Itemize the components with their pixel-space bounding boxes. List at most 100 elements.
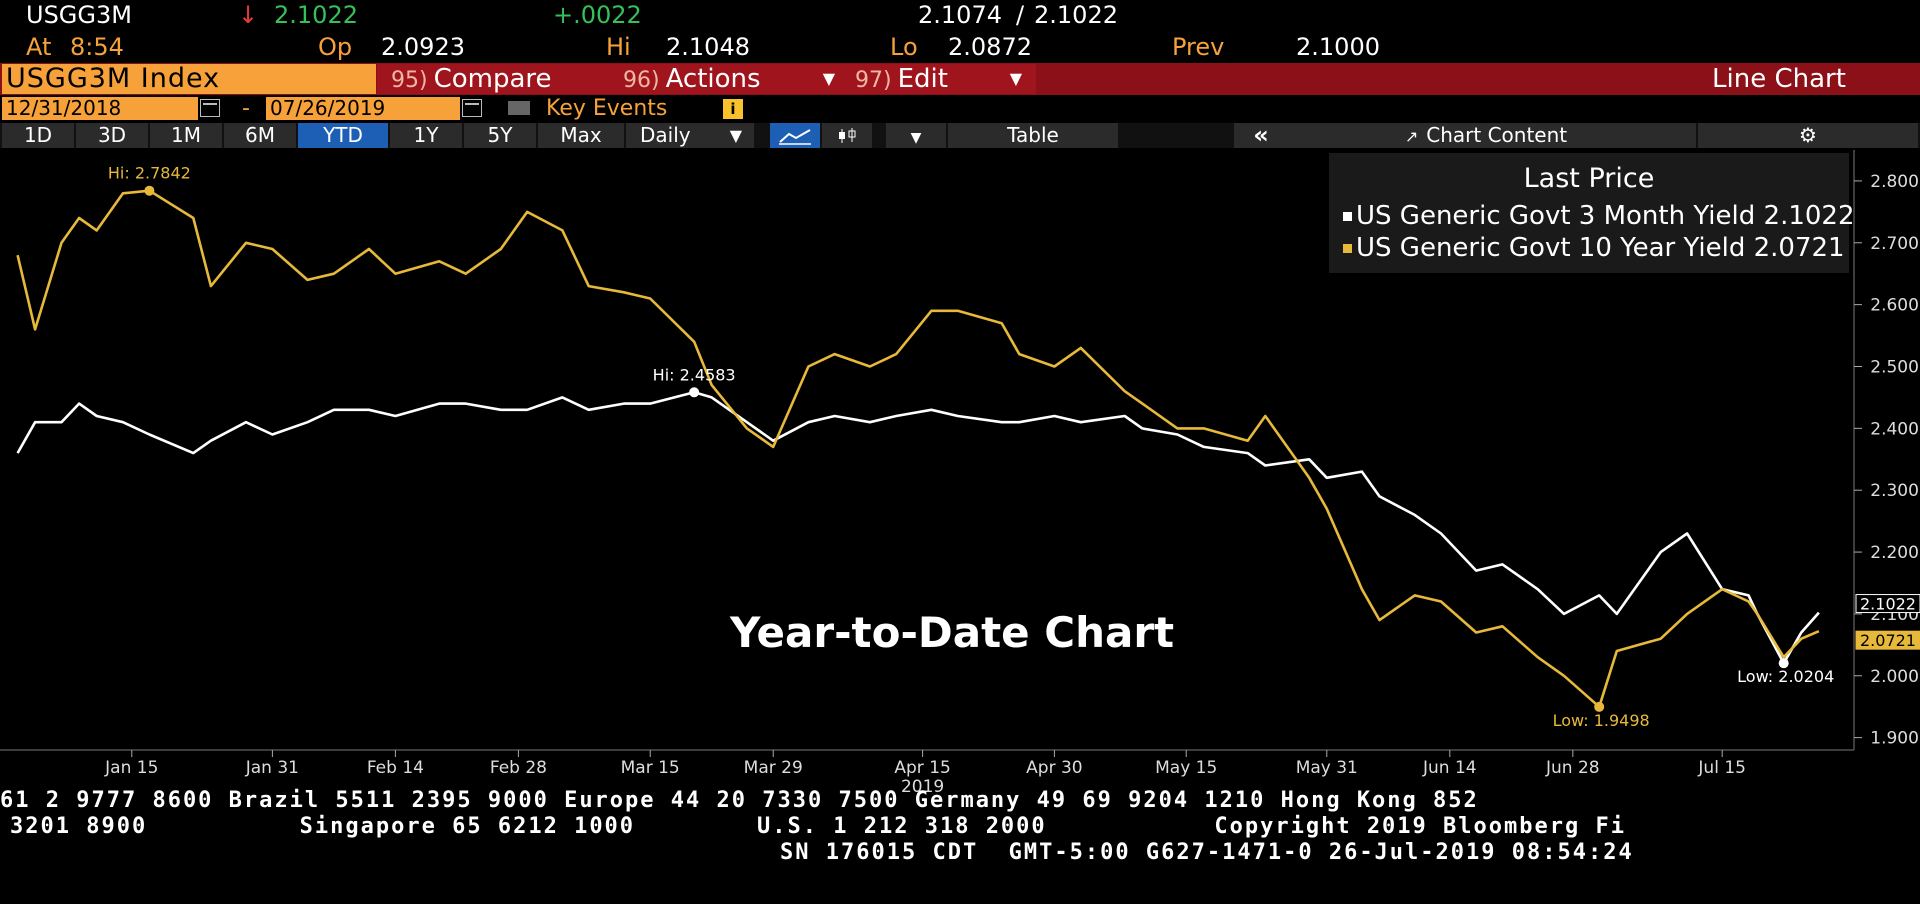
start-date-field[interactable]: 12/31/2018 bbox=[2, 97, 198, 120]
line-chart-icon[interactable] bbox=[770, 123, 820, 148]
low-marker bbox=[1594, 701, 1605, 712]
tab-max[interactable]: Max bbox=[538, 123, 624, 148]
legend-title: Last Price bbox=[1523, 163, 1655, 194]
chart-area: 1.90002.00002.10002.20002.30002.40002.50… bbox=[0, 150, 1920, 797]
series-10y-line bbox=[16, 189, 1820, 709]
high-label: Hi: 2.7842 bbox=[108, 164, 191, 183]
x-tick-label: Jun 28 bbox=[1545, 758, 1600, 778]
y-tick-label: 2.3000 bbox=[1870, 481, 1920, 501]
ask-price: 2.1022 bbox=[1034, 1, 1118, 29]
x-tick-label: Jun 14 bbox=[1422, 758, 1477, 778]
open-value: 2.0923 bbox=[381, 33, 465, 61]
legend-value-3m: 2.1022 bbox=[1763, 201, 1855, 231]
high-marker bbox=[689, 387, 700, 398]
x-year-label: 2019 bbox=[901, 777, 944, 797]
y-tick-label: 2.2000 bbox=[1870, 543, 1920, 563]
actions-number: 96) bbox=[623, 68, 660, 93]
y-tick-label: 2.0000 bbox=[1870, 667, 1920, 687]
last-value-tag bbox=[1855, 594, 1920, 614]
legend-value-10y: 2.0721 bbox=[1753, 233, 1845, 263]
series-3m-line bbox=[16, 391, 1820, 665]
edit-number: 97) bbox=[855, 68, 892, 93]
last-price: 2.1022 bbox=[274, 1, 358, 29]
bid-price: 2.1074 bbox=[918, 1, 1002, 29]
security-field[interactable]: USGG3M Index bbox=[2, 64, 376, 94]
frequency-dropdown-icon: ▼ bbox=[729, 126, 742, 145]
overlay-caption: Year-to-Date Chart bbox=[730, 608, 1175, 657]
chart-style-dropdown-icon[interactable]: ▼ bbox=[886, 123, 946, 148]
compare-label: Compare bbox=[433, 64, 552, 94]
y-tick-label: 2.7000 bbox=[1870, 234, 1920, 254]
footer-line-3: SN 176015 CDT GMT-5:00 G627-1471-0 26-Ju… bbox=[780, 840, 1634, 865]
edit-dropdown-icon: ▼ bbox=[1009, 69, 1022, 88]
y-tick-label: 2.5000 bbox=[1870, 357, 1920, 377]
high-marker bbox=[144, 185, 155, 196]
end-calendar-icon[interactable] bbox=[462, 99, 482, 117]
legend-label-3m: US Generic Govt 3 Month Yield bbox=[1356, 201, 1756, 231]
tab-3d[interactable]: 3D bbox=[76, 123, 148, 148]
y-tick-label: 1.9000 bbox=[1870, 729, 1920, 749]
x-tick-label: Jul 15 bbox=[1697, 758, 1746, 778]
actions-dropdown-icon: ▼ bbox=[822, 69, 835, 88]
y-tick-label: 2.6000 bbox=[1870, 296, 1920, 316]
chart-content-icon: ↗ bbox=[1404, 127, 1419, 146]
legend-swatch-10y bbox=[1343, 244, 1352, 253]
end-date-field[interactable]: 07/26/2019 bbox=[266, 97, 460, 120]
table-button[interactable]: Table bbox=[948, 123, 1118, 148]
tab-1d[interactable]: 1D bbox=[2, 123, 74, 148]
time-value: 8:54 bbox=[70, 33, 124, 61]
date-range-dash: - bbox=[242, 96, 250, 121]
y-tick-label: 2.8000 bbox=[1870, 172, 1920, 192]
chart-legend: Last Price US Generic Govt 3 Month Yield… bbox=[1329, 153, 1855, 273]
actions-label: Actions bbox=[665, 64, 761, 94]
chart-content-button[interactable]: ↗ Chart Content bbox=[1276, 123, 1696, 148]
down-arrow-icon: ↓ bbox=[238, 1, 259, 29]
high-label: Hi bbox=[606, 33, 631, 61]
settings-gear-icon[interactable]: ⚙ bbox=[1698, 123, 1918, 148]
chart-content-label: Chart Content bbox=[1426, 123, 1568, 147]
actions-button[interactable]: 96) Actions ▼ bbox=[609, 64, 849, 94]
x-tick-label: May 15 bbox=[1155, 758, 1217, 778]
chart-type-label: Line Chart bbox=[1712, 64, 1846, 94]
tab-1y[interactable]: 1Y bbox=[390, 123, 462, 148]
low-label: Low: 2.0204 bbox=[1737, 667, 1834, 686]
x-tick-label: Apr 30 bbox=[1026, 758, 1082, 778]
y-tick-label: 2.4000 bbox=[1870, 419, 1920, 439]
legend-swatch-3m bbox=[1343, 212, 1352, 221]
x-tick-label: May 31 bbox=[1296, 758, 1358, 778]
start-calendar-icon[interactable] bbox=[200, 99, 220, 117]
key-events-toggle[interactable] bbox=[508, 101, 530, 115]
high-value: 2.1048 bbox=[666, 33, 750, 61]
compare-number: 95) bbox=[391, 68, 428, 93]
info-icon[interactable]: i bbox=[723, 99, 743, 119]
last-value-tag bbox=[1855, 630, 1920, 650]
tab-5y[interactable]: 5Y bbox=[464, 123, 536, 148]
frequency-dropdown[interactable]: Daily ▼ bbox=[626, 123, 754, 148]
candlestick-icon[interactable] bbox=[822, 123, 872, 148]
prev-label: Prev bbox=[1172, 33, 1225, 61]
prev-value: 2.1000 bbox=[1296, 33, 1380, 61]
edit-label: Edit bbox=[897, 64, 948, 94]
legend-item-3m: US Generic Govt 3 Month Yield 2.1022 bbox=[1343, 201, 1855, 231]
x-tick-label: Feb 14 bbox=[367, 758, 424, 778]
x-tick-label: Jan 31 bbox=[245, 758, 299, 778]
ticker-label: USGG3M bbox=[26, 1, 132, 29]
high-label: Hi: 2.4583 bbox=[653, 365, 736, 384]
net-change: +.0022 bbox=[553, 1, 642, 29]
x-tick-label: Mar 29 bbox=[744, 758, 803, 778]
footer-line-2: 3201 8900 Singapore 65 6212 1000 U.S. 1 … bbox=[10, 814, 1626, 839]
low-marker bbox=[1778, 658, 1789, 669]
x-tick-label: Feb 28 bbox=[490, 758, 547, 778]
tab-ytd[interactable]: YTD bbox=[298, 123, 388, 148]
legend-item-10y: US Generic Govt 10 Year Yield 2.0721 bbox=[1343, 233, 1845, 263]
bid-ask-separator: / bbox=[1016, 1, 1025, 29]
x-tick-label: Apr 15 bbox=[894, 758, 950, 778]
open-label: Op bbox=[318, 33, 353, 61]
edit-button[interactable]: 97) Edit ▼ bbox=[841, 64, 1036, 94]
compare-button[interactable]: 95) Compare bbox=[377, 64, 617, 94]
low-label: Lo bbox=[890, 33, 918, 61]
tab-6m[interactable]: 6M bbox=[224, 123, 296, 148]
legend-label-10y: US Generic Govt 10 Year Yield bbox=[1356, 233, 1746, 263]
tab-1m[interactable]: 1M bbox=[150, 123, 222, 148]
key-events-label: Key Events bbox=[546, 96, 668, 121]
